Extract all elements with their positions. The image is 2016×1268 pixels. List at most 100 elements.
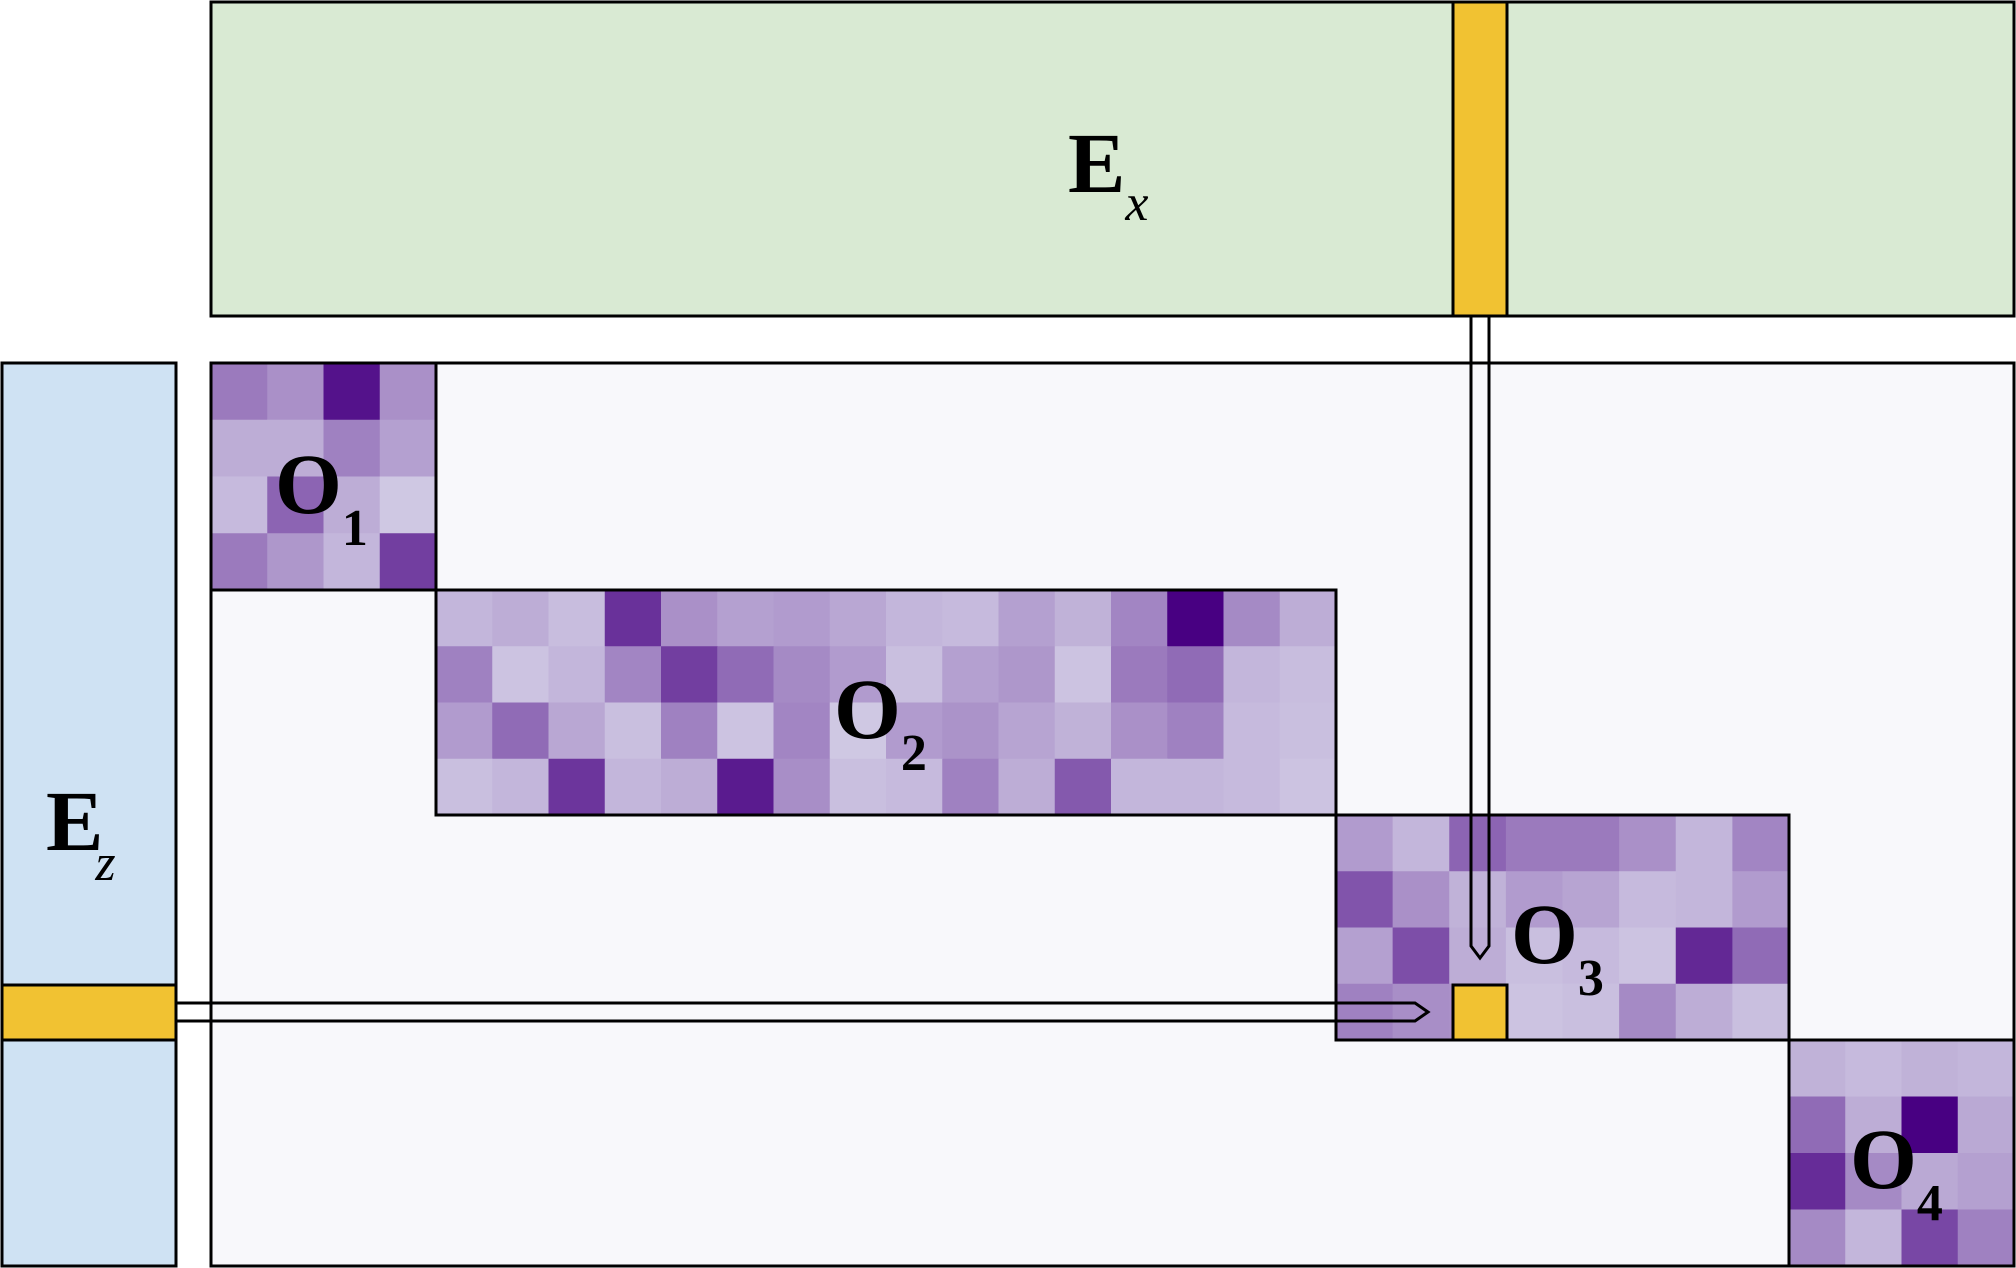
o2-cell — [436, 590, 493, 647]
o2-cell — [942, 646, 1000, 704]
o2-cell — [773, 758, 831, 816]
o2-cell — [492, 702, 550, 760]
o2-cell — [1111, 646, 1168, 704]
o2-cell — [773, 590, 831, 647]
o2-cell — [773, 702, 831, 760]
o3-cell — [1675, 871, 1733, 929]
o3-cell — [1392, 983, 1450, 1041]
block-o2 — [436, 590, 1337, 816]
o3-cell — [1562, 815, 1620, 872]
o2-cell — [436, 702, 493, 760]
o2-cell — [1054, 702, 1112, 760]
o3-cell — [1732, 983, 1790, 1041]
o2-cell — [773, 646, 831, 704]
o2-cell — [829, 646, 887, 704]
o4-cell — [1957, 1040, 2015, 1098]
o2-cell — [661, 758, 718, 816]
o2-cell — [886, 590, 943, 647]
o4-cell — [1957, 1096, 2015, 1154]
o4-cell — [1789, 1040, 1846, 1098]
o1-cell — [211, 419, 268, 478]
o1-cell — [267, 363, 325, 421]
o3-cell — [1619, 983, 1677, 1041]
o2-cell — [886, 702, 943, 760]
o2-cell — [1223, 758, 1281, 816]
o4-cell — [1957, 1153, 2015, 1211]
o2-cell — [717, 702, 775, 760]
o2-cell — [1279, 758, 1337, 816]
o4-label-main: O — [1850, 1111, 1917, 1207]
o2-cell — [998, 758, 1056, 816]
o3-cell — [1336, 815, 1394, 872]
o3-cell — [1336, 927, 1394, 985]
o4-cell — [1845, 1209, 1903, 1267]
o2-cell — [1111, 590, 1168, 647]
o2-cell — [436, 758, 493, 816]
o1-cell — [211, 363, 268, 421]
o3-cell — [1449, 871, 1507, 929]
o2-cell — [661, 702, 718, 760]
o3-cell — [1449, 815, 1507, 872]
block-o4-border — [1787, 1038, 2016, 1268]
o4-cell — [1789, 1153, 1846, 1211]
o2-cell — [717, 590, 775, 647]
o1-cell — [323, 419, 381, 478]
o1-cell — [379, 419, 437, 478]
block-o1 — [211, 363, 437, 591]
o2-cell — [1223, 646, 1281, 704]
o2-cell — [942, 590, 1000, 647]
o3-cell — [1505, 871, 1564, 929]
o3-cell — [1505, 815, 1564, 872]
ez-label: Ez — [46, 773, 116, 892]
ex-embedding-bar — [209, 0, 2016, 318]
o2-label: O2 — [834, 661, 927, 782]
o2-cell — [1223, 590, 1281, 647]
ez-embedding-bar — [0, 361, 178, 1268]
o2-cell — [1167, 590, 1225, 647]
o2-cell — [829, 702, 887, 760]
ez-label-sub: z — [94, 835, 115, 892]
o2-cell — [1167, 758, 1225, 816]
o1-cell — [379, 533, 437, 591]
o2-cell — [436, 646, 493, 704]
o1-label-main: O — [275, 436, 342, 532]
o2-cell — [604, 758, 662, 816]
o3-cell — [1392, 927, 1450, 985]
o1-cell — [267, 533, 325, 591]
o2-cell — [1279, 590, 1337, 647]
block-o4 — [1789, 1040, 2015, 1267]
o3-cell — [1505, 927, 1564, 985]
o4-label: O4 — [1850, 1111, 1943, 1232]
o3-cell — [1675, 927, 1733, 985]
o2-cell — [492, 646, 550, 704]
block-o3-border — [1334, 813, 1791, 1042]
o3-cell — [1675, 815, 1733, 872]
block-o1-border — [209, 361, 438, 592]
block-o3 — [1336, 815, 1790, 1041]
o2-cell — [492, 758, 550, 816]
o4-cell — [1845, 1153, 1903, 1211]
ez-selected-row — [0, 983, 178, 1042]
o2-cell — [548, 758, 606, 816]
o2-cell — [1167, 702, 1225, 760]
o2-cell — [1167, 646, 1225, 704]
o3-label: O3 — [1511, 886, 1604, 1007]
o4-cell — [1845, 1096, 1903, 1154]
o1-cell — [267, 419, 325, 478]
o3-label-sub: 3 — [1578, 950, 1604, 1007]
o1-cell — [211, 476, 268, 534]
o2-cell — [1279, 646, 1337, 704]
o2-cell — [886, 646, 943, 704]
o2-cell — [1054, 590, 1112, 647]
o1-cell — [267, 476, 325, 534]
o2-cell — [1054, 646, 1112, 704]
o2-cell — [829, 758, 887, 816]
ex-label: Ex — [1068, 115, 1148, 232]
block-o2-border — [434, 588, 1338, 817]
o4-cell — [1789, 1096, 1846, 1154]
o1-cell — [379, 363, 437, 421]
o2-cell — [661, 590, 718, 647]
vertical-arrow — [1469, 316, 1491, 961]
o3-cell — [1619, 871, 1677, 929]
o2-label-sub: 2 — [901, 725, 927, 782]
